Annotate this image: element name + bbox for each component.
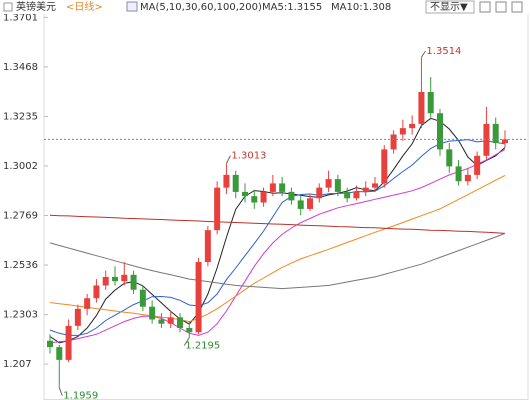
candle-body <box>437 113 443 150</box>
candle-body <box>446 149 453 167</box>
y-tick-label: 1.3701 <box>3 12 38 23</box>
candle-body <box>399 128 406 135</box>
candle-body <box>502 139 508 144</box>
ma-icon <box>126 1 138 12</box>
candle-body <box>84 298 91 309</box>
candle-body <box>102 276 109 286</box>
price-annotation: 1.2195 <box>185 341 220 352</box>
y-tick-label: 1.2536 <box>3 260 38 271</box>
y-tick-label: 1.3002 <box>3 161 38 172</box>
candle-body <box>260 191 267 203</box>
ma-label: MA(5,10,30,60,100,200) <box>140 2 262 13</box>
plot: 1.3701 1.3468 1.3235 1.3002 1.2769 1.2536 1.23… <box>3 12 528 388</box>
candle-body <box>353 191 360 199</box>
candle-body <box>427 91 434 114</box>
candle-body <box>418 91 425 124</box>
annotation-leader <box>225 155 231 164</box>
candle-body <box>242 191 248 197</box>
candle-body <box>112 276 118 282</box>
candle-body <box>232 174 239 192</box>
candle-body <box>139 289 146 307</box>
candle-body <box>93 285 100 299</box>
candle-body <box>325 179 332 188</box>
y-tick-label: 1.3235 <box>3 111 38 122</box>
candle-body <box>344 191 351 199</box>
candle-body <box>288 191 295 201</box>
candle-body <box>56 347 63 360</box>
candle-body <box>362 187 369 192</box>
candle-body <box>334 179 341 192</box>
candle-body <box>149 306 156 320</box>
candle-body <box>177 317 183 328</box>
candle-body <box>455 166 462 182</box>
ma-line <box>49 214 506 234</box>
candle-body <box>214 187 221 231</box>
candle-body <box>65 325 72 360</box>
candle-body <box>251 196 258 203</box>
candle-body <box>372 183 378 188</box>
ma-line <box>49 139 506 336</box>
y-tick-label: 1.207 <box>3 359 32 370</box>
ma-value: MA5:1.3155 <box>262 2 322 13</box>
candle-body <box>297 200 304 209</box>
candle-body <box>130 274 137 290</box>
y-tick-label: 1.2769 <box>3 211 38 222</box>
annotation-leader <box>58 387 63 396</box>
price-annotation: 1.1959 <box>63 391 98 400</box>
candle-body <box>223 174 230 188</box>
candle-body <box>47 340 53 348</box>
annotation-leader <box>421 50 426 58</box>
tool-icon[interactable] <box>479 1 491 13</box>
candle-body <box>158 319 165 324</box>
candle-body <box>195 262 202 333</box>
tool-icon[interactable] <box>511 1 523 13</box>
period[interactable]: <日线> <box>66 0 103 13</box>
ma-line <box>49 117 506 344</box>
price-annotation: 1.3013 <box>231 151 266 162</box>
toggle-button-label[interactable]: 不显示▼ <box>430 1 468 13</box>
annotation-leader <box>183 337 190 346</box>
ma-value: MA10:1.308 <box>331 2 391 13</box>
y-tick-label: 1.3468 <box>3 62 38 73</box>
candle-body <box>492 123 499 144</box>
ma-line <box>49 175 506 323</box>
y-tick-label: 1.2303 <box>3 310 38 321</box>
candle-body <box>204 230 211 263</box>
candle-body <box>483 123 490 156</box>
candle-body <box>74 308 81 326</box>
candle-body <box>269 183 276 192</box>
tool-icon[interactable] <box>495 1 507 13</box>
symbol-title: 英镑美元 <box>16 0 56 13</box>
candle-body <box>307 198 313 209</box>
price-annotation: 1.3514 <box>426 46 461 57</box>
candle-body <box>390 134 397 150</box>
candle-body <box>186 327 193 333</box>
ma-line <box>49 232 506 290</box>
candle-body <box>474 155 481 175</box>
candle-body <box>316 187 323 199</box>
icon <box>3 2 13 12</box>
candle-body <box>167 317 174 324</box>
candle-body <box>381 149 388 184</box>
candle-body <box>121 274 128 282</box>
candle-body <box>464 174 471 182</box>
ma-line <box>49 148 506 344</box>
toggle-button[interactable] <box>425 0 475 14</box>
candle-body <box>279 183 286 192</box>
candle-body <box>409 123 416 129</box>
